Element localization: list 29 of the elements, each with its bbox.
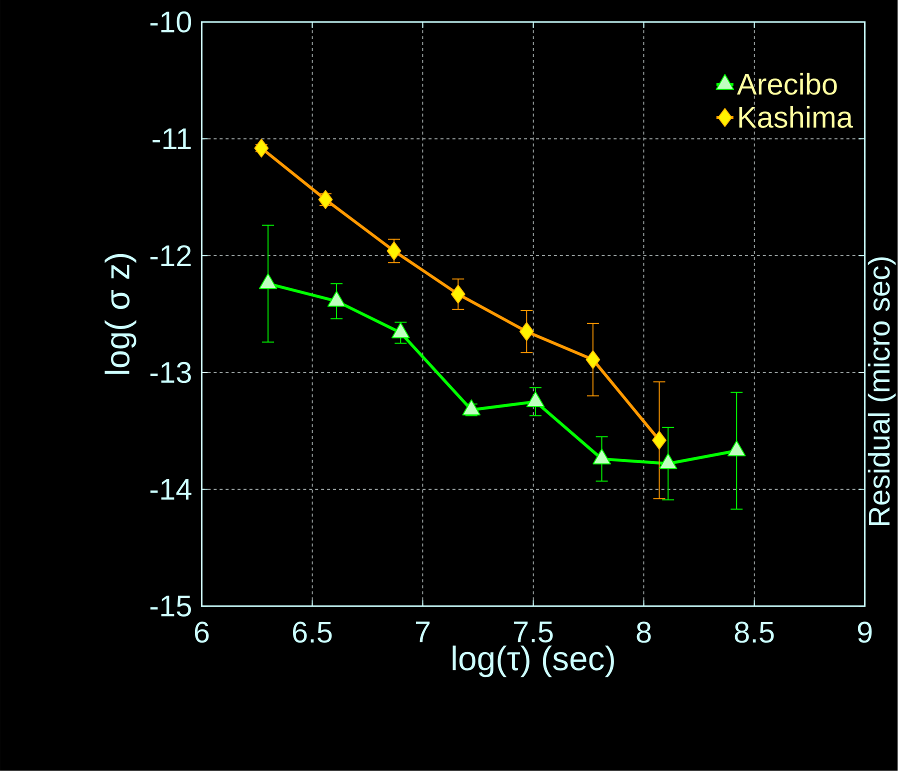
x-tick-label: 6 [194,622,209,643]
point [450,284,466,304]
point [254,138,269,158]
point [526,391,545,408]
point [658,453,678,470]
legend-label: Kashima [739,106,853,128]
x-axis-title: log(τ) (sec) [452,646,614,678]
y2-axis-title: Residual (micro sec) [868,257,896,526]
x-tick-label: 9 [858,622,872,643]
legend-label: Arecibo [736,72,837,95]
point [258,273,278,290]
point [318,190,333,210]
point [592,448,611,464]
y-tick-label: -14 [150,479,192,500]
y-tick-label: -10 [150,11,192,33]
x-tick-label: 7 [416,622,430,642]
y-tick-label: -13 [150,362,191,384]
x-tick-label: 8.5 [734,622,774,643]
y-tick-label: -15 [150,596,191,617]
point [462,399,481,416]
y-axis-title: log( σ z) [104,254,136,374]
y-tick-label: -11 [152,128,191,150]
x-tick-label: 8 [636,622,651,643]
x-tick-label: 6.5 [293,622,332,643]
point [386,242,402,260]
point [727,440,746,456]
y-tick-label: -12 [150,245,191,266]
point [327,290,346,307]
x-tick-label: 7.5 [514,622,553,643]
